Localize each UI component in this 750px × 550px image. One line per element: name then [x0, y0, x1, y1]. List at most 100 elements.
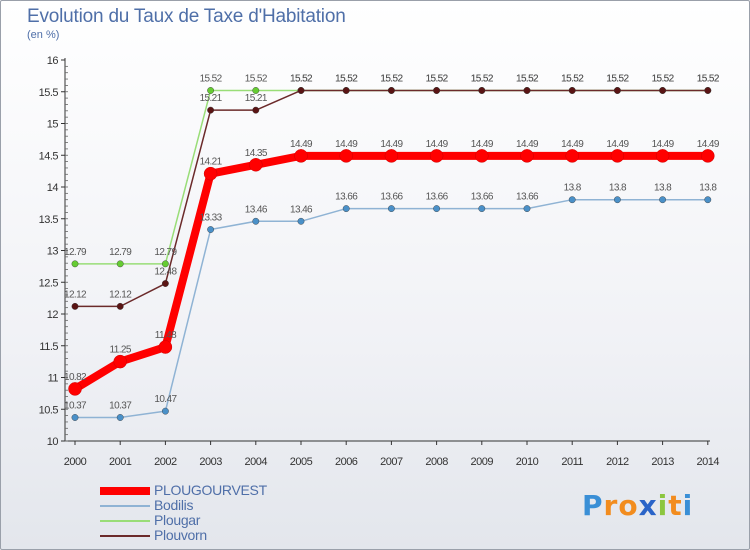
data-point [203, 166, 218, 181]
data-label: 15.52 [561, 73, 584, 84]
data-point [252, 106, 260, 114]
data-label: 13.66 [335, 192, 358, 203]
unit-label: (en %) [27, 29, 60, 41]
data-label: 15.52 [516, 73, 539, 84]
data-point [207, 106, 215, 114]
data-label: 15.52 [516, 73, 539, 84]
data-point [297, 87, 305, 94]
x-tick-label: 2006 [335, 456, 358, 468]
data-label: 15.52 [380, 73, 403, 84]
data-point [113, 354, 127, 369]
y-tick-label: 11.5 [39, 341, 58, 353]
data-point [161, 280, 169, 287]
data-label: 14.21 [200, 157, 223, 168]
data-label: 15.52 [200, 73, 223, 84]
data-label: 14.49 [652, 139, 675, 150]
data-label: 15.52 [697, 73, 720, 84]
y-tick-label: 15 [47, 119, 59, 131]
data-point [207, 87, 215, 94]
data-label: 15.52 [426, 73, 449, 84]
data-label: 13.8 [699, 183, 717, 194]
data-label: 10.47 [154, 394, 177, 405]
axes: 10 10.5 11 11.5 12 12.5 13 13.5 14 14.5 15 15.5 16 20… [39, 55, 720, 468]
data-label: 12.12 [109, 289, 132, 300]
data-label: 14.49 [380, 139, 403, 150]
y-tick-label: 14 [47, 182, 59, 194]
data-point [71, 302, 79, 310]
data-point [659, 196, 666, 204]
data-point [116, 302, 124, 310]
data-point [342, 205, 350, 212]
data-label: 12.79 [109, 247, 132, 258]
data-label: 10.37 [109, 401, 132, 412]
data-label: 15.52 [245, 73, 268, 84]
legend-swatch [100, 504, 150, 507]
x-tick-label: 2008 [425, 456, 448, 468]
data-label: 15.52 [290, 73, 313, 84]
data-point [71, 414, 79, 421]
data-label: 14.49 [426, 139, 449, 150]
data-point [568, 87, 576, 94]
data-label: 11.48 [155, 330, 177, 341]
legend-swatch [100, 519, 150, 522]
legend-label: Bodilis [154, 497, 194, 513]
data-point [161, 407, 169, 415]
data-label: 13.46 [290, 204, 313, 215]
data-label: 13.8 [654, 183, 672, 194]
data-label: 15.52 [652, 73, 675, 84]
data-point [523, 205, 531, 212]
data-label: 10.82 [64, 372, 87, 383]
data-label: 13.66 [426, 192, 449, 203]
data-label: 14.49 [606, 139, 629, 150]
legend-label: Plouvorn [154, 527, 207, 543]
data-point [614, 196, 621, 204]
data-point [339, 149, 353, 163]
x-tick-label: 2010 [516, 456, 539, 468]
x-tick-label: 2004 [245, 456, 268, 468]
data-point [387, 205, 395, 212]
data-point [655, 149, 670, 163]
y-tick-label: 13 [47, 246, 59, 258]
data-label: 12.48 [154, 267, 177, 278]
x-tick-label: 2011 [561, 456, 583, 468]
data-point [384, 149, 399, 163]
data-label: 13.8 [564, 183, 582, 194]
data-label: 13.33 [200, 213, 223, 224]
data-point [610, 149, 625, 163]
y-tick-label: 10 [47, 436, 59, 448]
data-label: 15.52 [335, 73, 358, 84]
data-label: 15.52 [697, 73, 720, 84]
logo-letter: P [582, 489, 604, 522]
data-point [249, 158, 263, 172]
y-tick-label: 12.5 [39, 277, 59, 289]
data-point [659, 87, 666, 94]
data-point [161, 260, 169, 268]
data-label: 13.66 [471, 192, 494, 203]
series-layer [68, 87, 715, 421]
data-label: 13.66 [516, 192, 539, 203]
series-line-plougar [74, 89, 709, 265]
proxiti-logo: Proxiti [582, 489, 693, 522]
logo-letter: t [668, 489, 683, 522]
data-label: 15.52 [606, 73, 629, 84]
x-tick-label: 2013 [651, 456, 674, 468]
data-label: 14.49 [516, 139, 539, 150]
data-label: 14.49 [335, 139, 358, 150]
data-label: 15.52 [471, 73, 494, 84]
data-label: 14.49 [561, 139, 584, 150]
series-line-bodilis [74, 198, 709, 419]
data-label: 15.52 [426, 73, 449, 84]
data-point [252, 87, 260, 94]
logo-letter: x [638, 489, 658, 522]
data-label: 14.49 [697, 139, 720, 150]
data-label: 15.52 [335, 73, 358, 84]
x-tick-label: 2001 [109, 456, 132, 468]
logo-letter: r [603, 489, 619, 522]
data-label: 15.21 [200, 93, 223, 104]
data-point [294, 149, 308, 163]
data-point [701, 149, 715, 163]
logo-letter: o [618, 489, 639, 522]
data-point [523, 87, 531, 94]
data-point [252, 217, 260, 225]
y-tick-label: 11 [48, 373, 59, 385]
